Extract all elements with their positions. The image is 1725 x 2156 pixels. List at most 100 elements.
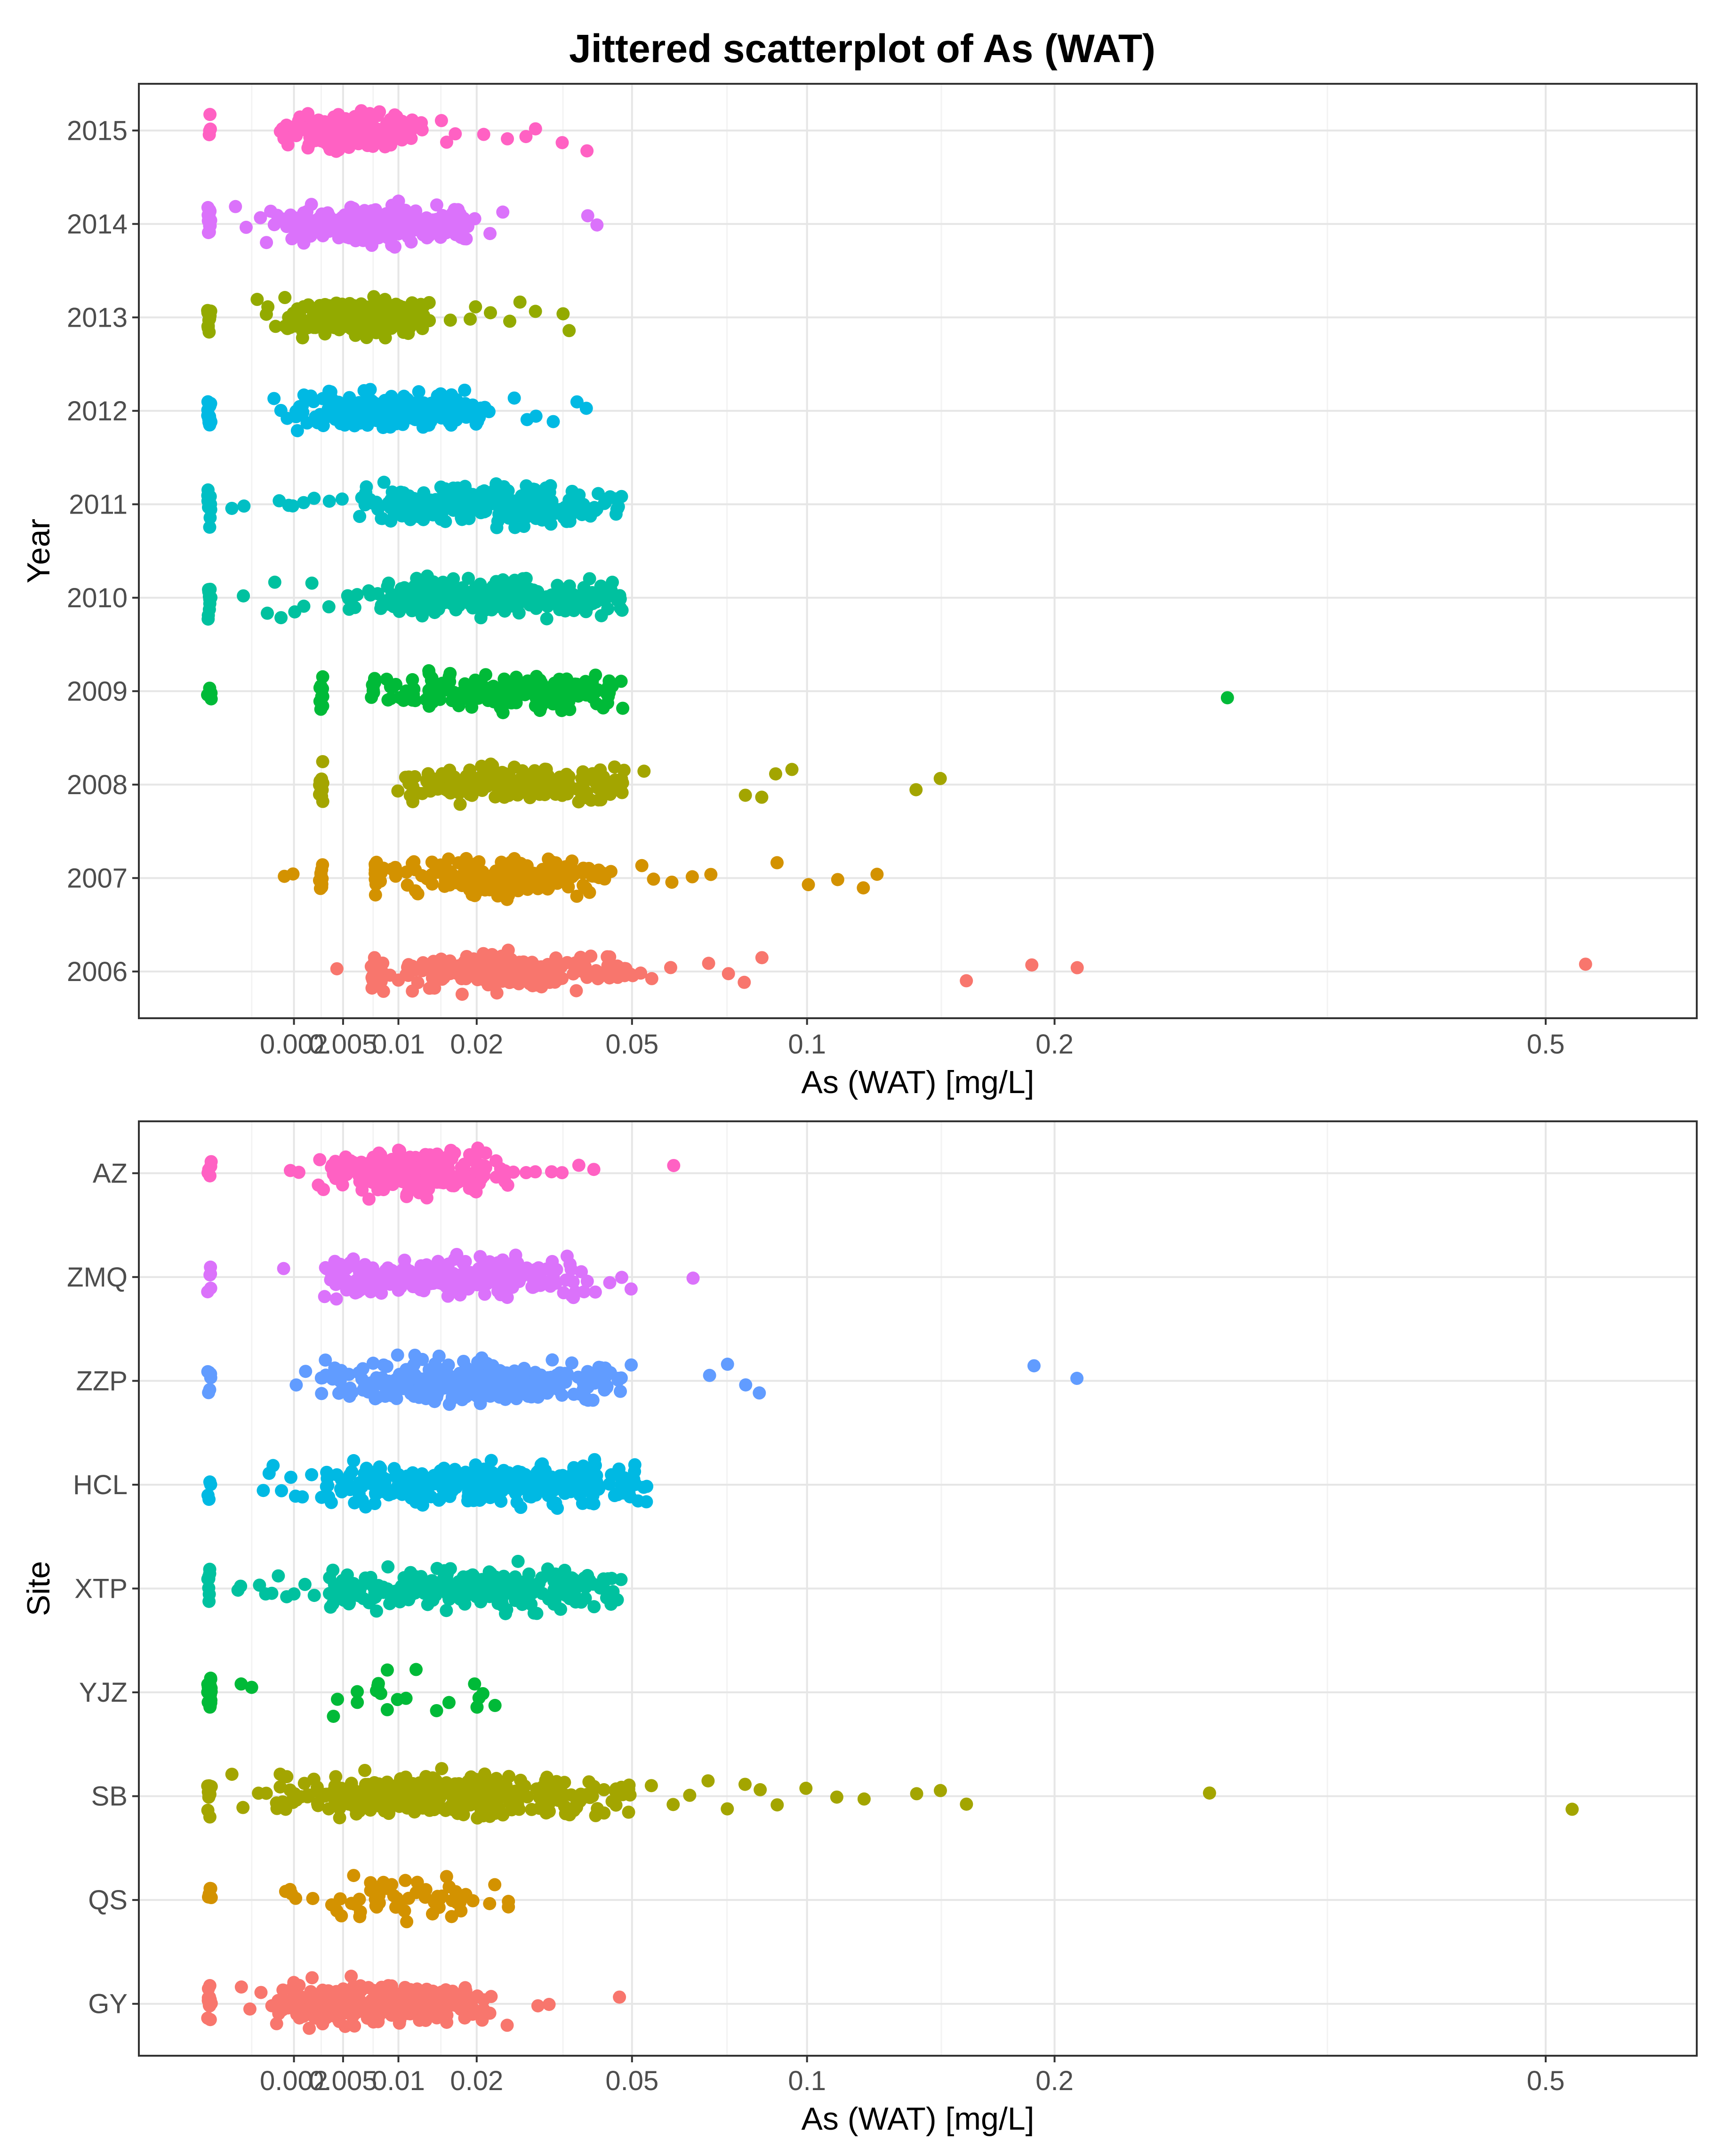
data-point	[476, 1687, 489, 1700]
y-tick-label: GY	[88, 1989, 128, 2019]
data-point	[260, 606, 274, 620]
data-point	[422, 1473, 436, 1487]
data-point	[598, 1383, 611, 1397]
y-tick-label: YJZ	[79, 1677, 128, 1708]
data-point	[371, 1679, 385, 1693]
data-point	[466, 1894, 480, 1907]
data-point	[316, 689, 329, 703]
y-tick-label: 2008	[67, 770, 128, 800]
data-point	[203, 1979, 217, 1993]
series-2007	[278, 852, 884, 906]
data-point	[517, 489, 531, 502]
series-HCL	[201, 1453, 654, 1515]
data-point	[428, 1896, 441, 1909]
data-point	[203, 520, 217, 534]
data-point	[610, 492, 623, 506]
data-point	[510, 1802, 524, 1815]
data-point	[297, 599, 311, 613]
data-point	[412, 385, 425, 399]
data-point	[556, 689, 570, 703]
data-point	[579, 402, 593, 415]
data-point	[391, 1348, 404, 1362]
data-point	[203, 597, 217, 611]
data-point	[420, 1982, 433, 1996]
data-point	[402, 227, 416, 241]
data-point	[343, 1381, 357, 1395]
x-tick-label: 0.002	[260, 1029, 328, 1060]
data-point	[417, 513, 430, 526]
data-point	[225, 1768, 239, 1781]
data-point	[229, 200, 242, 213]
data-point	[510, 1496, 524, 1509]
data-point	[596, 788, 610, 802]
data-point	[407, 855, 421, 869]
data-point	[498, 507, 512, 521]
data-point	[552, 776, 565, 790]
data-point	[624, 1282, 638, 1296]
data-point	[476, 947, 490, 960]
data-point	[449, 127, 462, 141]
data-point	[316, 2017, 329, 2031]
data-point	[518, 1779, 531, 1793]
data-point	[564, 1788, 578, 1802]
data-point	[202, 1163, 216, 1176]
series-2006	[330, 943, 1592, 1001]
data-point	[584, 793, 598, 807]
data-point	[426, 575, 440, 589]
data-point	[640, 1480, 654, 1493]
data-point	[530, 1607, 544, 1620]
data-point	[558, 1800, 571, 1813]
data-point	[535, 513, 549, 527]
data-point	[498, 1607, 512, 1620]
data-point	[337, 1797, 351, 1810]
y-tick-label: ZMQ	[67, 1262, 128, 1293]
data-point	[455, 988, 469, 1001]
data-point	[533, 967, 546, 981]
data-point	[443, 865, 457, 878]
data-point	[353, 407, 367, 421]
data-point	[203, 490, 217, 503]
data-point	[546, 1274, 560, 1288]
data-point	[634, 966, 648, 980]
data-point	[497, 1367, 511, 1381]
data-point	[353, 1910, 367, 1923]
data-point	[454, 874, 468, 887]
data-point	[389, 869, 402, 883]
data-point	[416, 959, 429, 973]
data-point	[331, 1692, 345, 1706]
data-point	[540, 868, 554, 882]
data-point	[430, 1582, 444, 1596]
data-point	[608, 760, 621, 774]
data-point	[201, 612, 215, 626]
data-point	[755, 951, 769, 965]
data-point	[628, 1458, 642, 1472]
data-point	[645, 972, 658, 985]
x-axis-title: As (WAT) [mg/L]	[802, 2101, 1035, 2137]
data-point	[523, 962, 537, 975]
data-point	[202, 1493, 216, 1506]
data-point	[299, 1365, 313, 1378]
data-point	[478, 1287, 491, 1301]
data-point	[330, 1159, 344, 1173]
data-point	[401, 1170, 414, 1183]
data-point	[603, 1276, 617, 1289]
data-point	[433, 409, 447, 423]
data-point	[370, 410, 384, 423]
data-point	[380, 672, 393, 686]
data-point	[413, 579, 427, 593]
data-point	[318, 1290, 331, 1303]
series-2008	[313, 755, 947, 811]
data-point	[491, 869, 505, 882]
data-point	[388, 1991, 401, 2005]
data-point	[421, 1598, 434, 1611]
data-point	[477, 686, 491, 700]
data-point	[384, 514, 398, 528]
data-point	[606, 1585, 620, 1599]
data-point	[546, 415, 560, 428]
data-point	[413, 1274, 426, 1287]
data-point	[321, 118, 334, 132]
data-point	[587, 1600, 601, 1614]
data-point	[498, 1175, 512, 1188]
data-point	[554, 1602, 568, 1616]
data-point	[369, 1486, 382, 1500]
